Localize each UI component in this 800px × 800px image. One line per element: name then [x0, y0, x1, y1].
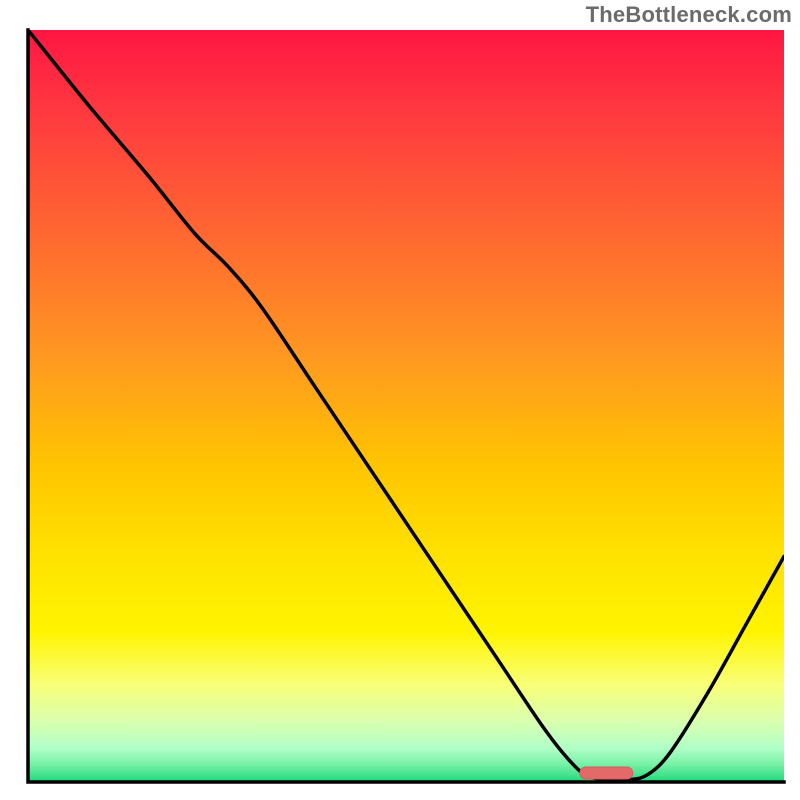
chart-container: TheBottleneck.com — [0, 0, 800, 800]
plot-background — [28, 30, 784, 782]
optimal-marker — [580, 767, 633, 779]
attribution-label: TheBottleneck.com — [586, 2, 792, 28]
bottleneck-chart — [0, 0, 800, 800]
